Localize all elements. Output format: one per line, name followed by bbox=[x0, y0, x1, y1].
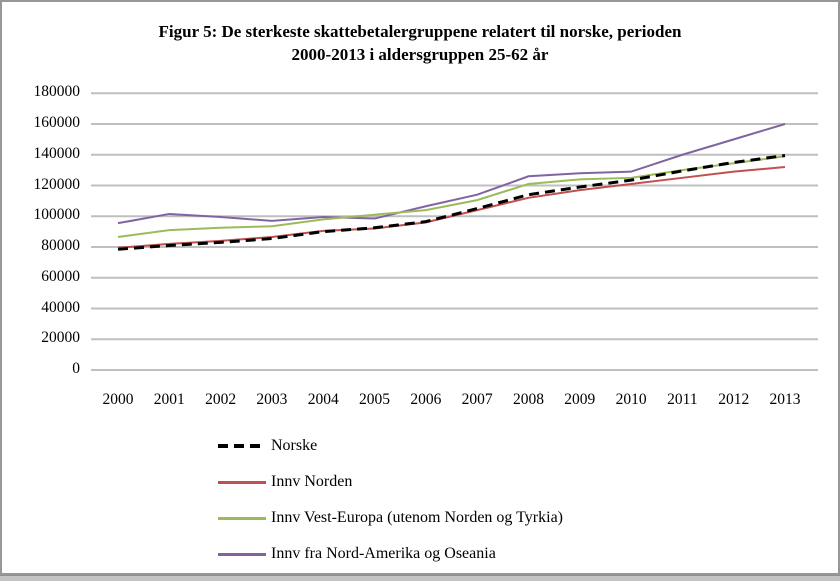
legend-label: Norske bbox=[271, 437, 318, 454]
chart-title: Figur 5: De sterkeste skattebetalergrupp… bbox=[0, 20, 840, 66]
y-axis-tick-label: 120000 bbox=[33, 175, 81, 193]
x-axis-tick-label: 2012 bbox=[718, 391, 750, 408]
x-axis-tick-label: 2010 bbox=[615, 391, 647, 408]
series-line-innv-vest-europa-utenom-norden-og-tyrkia bbox=[117, 155, 786, 238]
x-axis-tick-label: 2005 bbox=[359, 391, 391, 408]
y-axis-tick-label: 100000 bbox=[33, 206, 81, 224]
x-axis-tick-label: 2009 bbox=[564, 391, 596, 408]
y-axis-tick-label: 20000 bbox=[41, 329, 80, 347]
legend-label: Innv fra Nord-Amerika og Oseania bbox=[271, 545, 496, 562]
legend-item: Innv Vest-Europa (utenom Norden og Tyrki… bbox=[218, 507, 563, 529]
y-axis-tick-label: 80000 bbox=[41, 237, 80, 254]
legend-swatch-innv-fra-nord-amerika-og-oseania bbox=[218, 552, 266, 556]
chart-title-line1: Figur 5: De sterkeste skattebetalergrupp… bbox=[158, 22, 682, 41]
x-axis-tick-label: 2008 bbox=[512, 391, 544, 408]
series-line-innv-fra-nord-amerika-og-oseania bbox=[117, 123, 786, 225]
chart-title-line2: 2000-2013 i aldersgruppen 25-62 år bbox=[291, 45, 549, 64]
legend-swatch-norske bbox=[218, 444, 266, 448]
y-axis-tick-label: 140000 bbox=[33, 144, 81, 162]
y-axis-tick-label: 60000 bbox=[41, 267, 80, 285]
legend-item: Norske bbox=[218, 435, 317, 457]
legend-item: Innv fra Nord-Amerika og Oseania bbox=[218, 543, 496, 565]
series-line-innv-norden bbox=[117, 166, 786, 249]
legend-swatch-innv-vest-europa-utenom-norden-og-tyrkia bbox=[218, 516, 266, 520]
legend-swatch-innv-norden bbox=[218, 480, 266, 484]
legend-label: Innv Norden bbox=[271, 473, 353, 490]
x-axis-tick-label: 2006 bbox=[410, 391, 442, 408]
x-axis-tick-label: 2007 bbox=[461, 391, 493, 408]
x-axis-tick-label: 2004 bbox=[307, 391, 339, 408]
y-axis-tick-label: 160000 bbox=[33, 114, 81, 131]
page-bottom-divider bbox=[0, 575, 840, 581]
x-axis-tick-label: 2000 bbox=[102, 391, 134, 408]
y-axis-tick-label: 180000 bbox=[33, 83, 81, 101]
series-line-norske bbox=[117, 154, 786, 251]
y-axis-tick-label: 40000 bbox=[41, 298, 80, 316]
y-axis-tick-label: 0 bbox=[72, 360, 80, 377]
x-axis-tick-label: 2001 bbox=[153, 391, 185, 408]
x-axis-tick-label: 2003 bbox=[256, 391, 288, 408]
legend-item: Innv Norden bbox=[218, 471, 352, 493]
x-axis-tick-label: 2013 bbox=[769, 391, 801, 408]
x-axis-tick-label: 2011 bbox=[667, 391, 698, 408]
x-axis-tick-label: 2002 bbox=[205, 391, 237, 408]
legend-label: Innv Vest-Europa (utenom Norden og Tyrki… bbox=[271, 509, 563, 526]
